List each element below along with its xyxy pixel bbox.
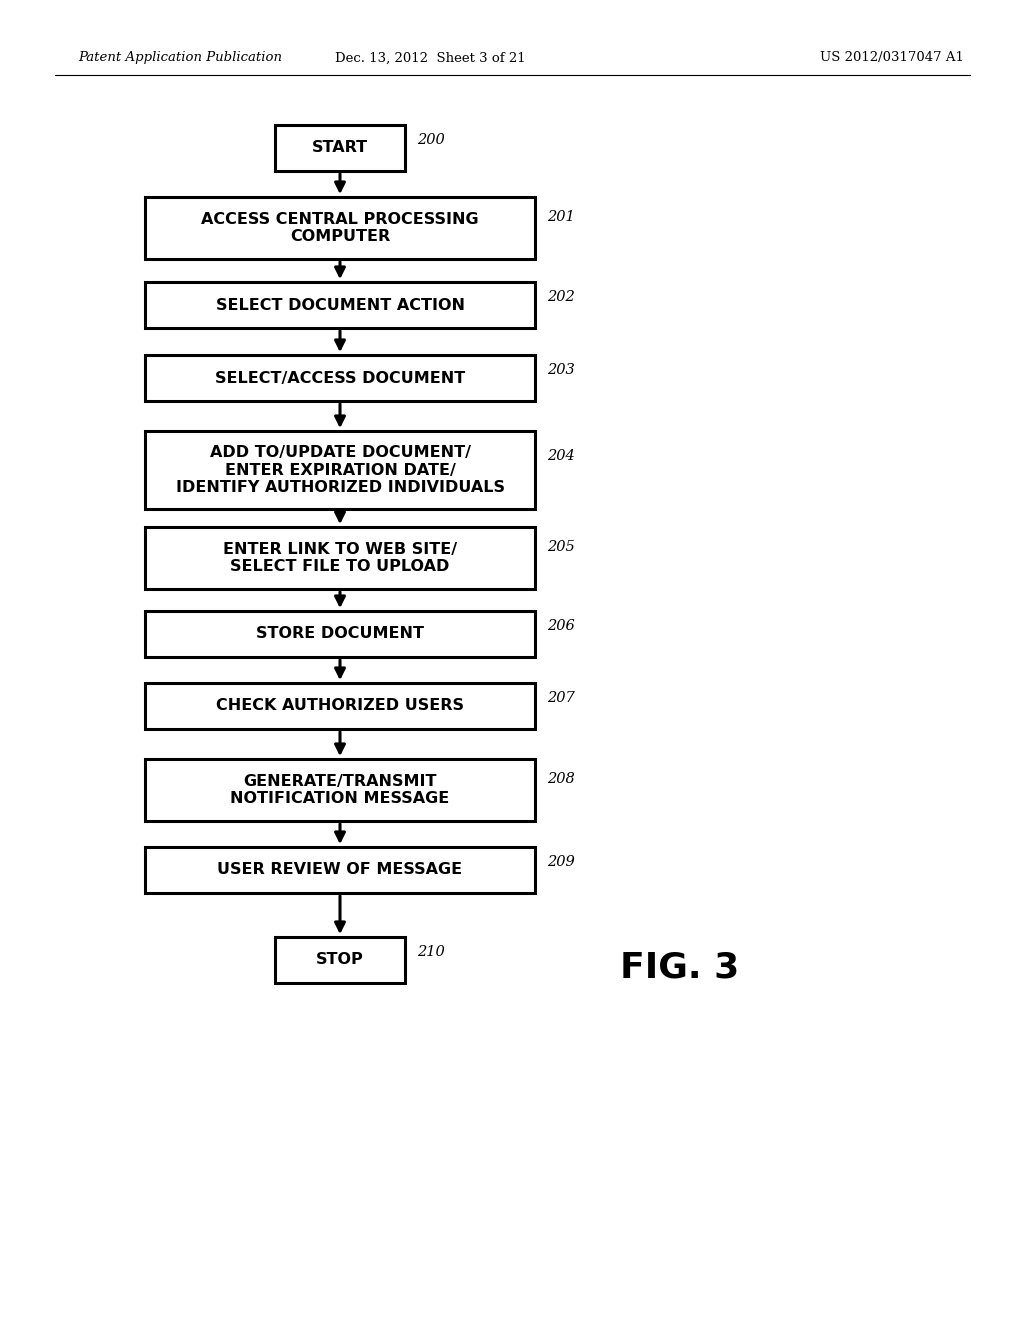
- Text: START: START: [312, 140, 368, 156]
- Text: 202: 202: [547, 289, 574, 304]
- Text: 204: 204: [547, 449, 574, 463]
- Text: Dec. 13, 2012  Sheet 3 of 21: Dec. 13, 2012 Sheet 3 of 21: [335, 51, 525, 65]
- Bar: [275, 125, 406, 172]
- Text: SELECT/ACCESS DOCUMENT: SELECT/ACCESS DOCUMENT: [215, 371, 465, 385]
- Text: 206: 206: [547, 619, 574, 632]
- Text: 205: 205: [547, 540, 574, 554]
- Text: 201: 201: [547, 210, 574, 224]
- Text: 210: 210: [417, 945, 444, 958]
- Text: Patent Application Publication: Patent Application Publication: [78, 51, 282, 65]
- Text: 200: 200: [417, 133, 444, 147]
- Text: US 2012/0317047 A1: US 2012/0317047 A1: [820, 51, 964, 65]
- Text: ENTER LINK TO WEB SITE/
SELECT FILE TO UPLOAD: ENTER LINK TO WEB SITE/ SELECT FILE TO U…: [223, 541, 457, 574]
- Text: ADD TO/UPDATE DOCUMENT/
ENTER EXPIRATION DATE/
IDENTIFY AUTHORIZED INDIVIDUALS: ADD TO/UPDATE DOCUMENT/ ENTER EXPIRATION…: [175, 445, 505, 495]
- Text: 207: 207: [547, 690, 574, 705]
- Text: GENERATE/TRANSMIT
NOTIFICATION MESSAGE: GENERATE/TRANSMIT NOTIFICATION MESSAGE: [230, 774, 450, 807]
- Text: FIG. 3: FIG. 3: [621, 950, 739, 985]
- Bar: [145, 432, 535, 510]
- Bar: [145, 759, 535, 821]
- Text: 209: 209: [547, 855, 574, 869]
- Text: USER REVIEW OF MESSAGE: USER REVIEW OF MESSAGE: [217, 862, 463, 878]
- Bar: [145, 682, 535, 729]
- Bar: [145, 282, 535, 327]
- Text: STOP: STOP: [316, 953, 364, 968]
- Bar: [275, 937, 406, 983]
- Text: ACCESS CENTRAL PROCESSING
COMPUTER: ACCESS CENTRAL PROCESSING COMPUTER: [201, 211, 479, 244]
- Text: 208: 208: [547, 772, 574, 785]
- Text: CHECK AUTHORIZED USERS: CHECK AUTHORIZED USERS: [216, 698, 464, 714]
- Text: 203: 203: [547, 363, 574, 376]
- Bar: [145, 355, 535, 401]
- Bar: [145, 847, 535, 894]
- Text: SELECT DOCUMENT ACTION: SELECT DOCUMENT ACTION: [215, 297, 465, 313]
- Text: STORE DOCUMENT: STORE DOCUMENT: [256, 627, 424, 642]
- Bar: [145, 527, 535, 589]
- Bar: [145, 611, 535, 657]
- Bar: [145, 197, 535, 259]
